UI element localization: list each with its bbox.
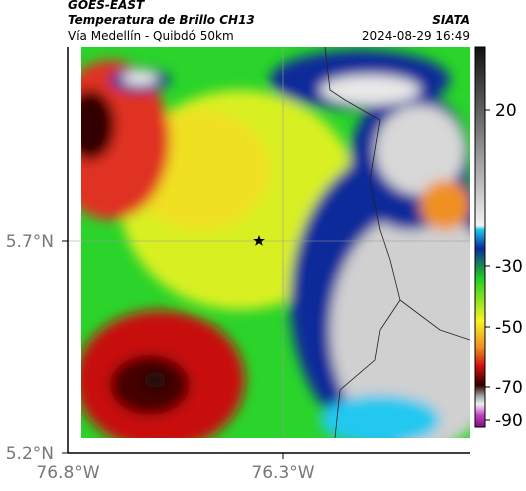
route: Vía Medellín - Quibdó 50km: [68, 29, 234, 43]
satellite: GOES-EAST: [68, 0, 145, 12]
timestamp: 2024-08-29 16:49: [362, 29, 470, 43]
colorbar-tick-label: -30: [495, 257, 523, 277]
y-tick-label: 5.2°N: [6, 444, 54, 464]
colorbar-tick-label: 20: [495, 101, 517, 121]
source: SIATA: [432, 13, 470, 27]
colorbar-tick-label: -50: [495, 318, 523, 338]
location-marker: [253, 235, 265, 246]
x-tick-label: 76.8°W: [36, 463, 99, 483]
y-tick-label: 5.7°N: [6, 232, 54, 252]
colorbar-tick-label: -90: [495, 411, 523, 431]
colorbar-ticks: 20 -30 -50 -70 -90: [485, 101, 523, 431]
x-tick-label: 76.3°W: [251, 463, 314, 483]
colorbar: [474, 46, 486, 428]
product: Temperatura de Brillo CH13: [68, 13, 255, 27]
brightness-image: [81, 47, 470, 438]
colorbar-tick-label: -70: [495, 378, 523, 398]
